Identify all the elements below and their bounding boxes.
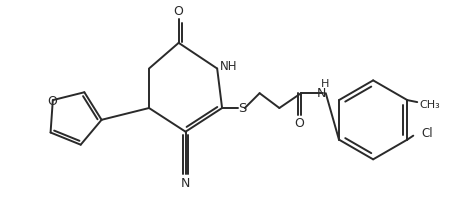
Text: H: H bbox=[320, 79, 329, 89]
Text: O: O bbox=[294, 117, 304, 130]
Text: Cl: Cl bbox=[421, 127, 433, 140]
Text: NH: NH bbox=[220, 60, 238, 73]
Text: O: O bbox=[174, 5, 184, 18]
Text: N: N bbox=[181, 177, 190, 189]
Text: O: O bbox=[47, 95, 57, 108]
Text: N: N bbox=[317, 87, 326, 100]
Text: S: S bbox=[238, 102, 246, 114]
Text: CH₃: CH₃ bbox=[419, 100, 440, 110]
